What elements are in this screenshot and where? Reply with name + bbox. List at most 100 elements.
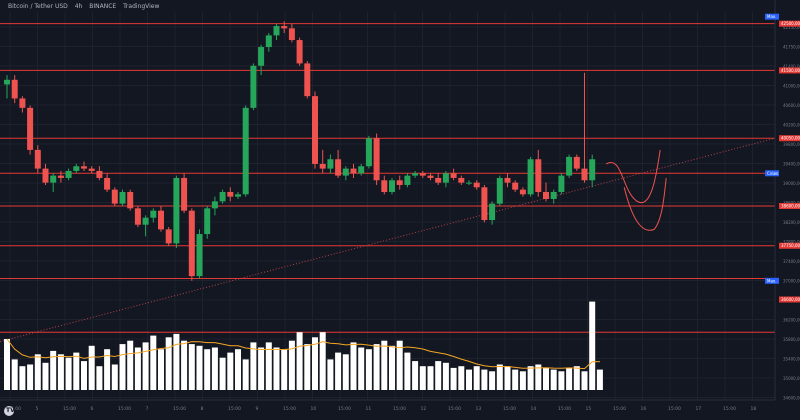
candle (104, 177, 111, 190)
volume-bar (73, 352, 80, 390)
time-tick-label: 15:00 (393, 406, 406, 412)
price-tick-label: 41750,00 (783, 45, 800, 50)
candle (288, 28, 295, 41)
candle (242, 107, 249, 195)
candle (258, 47, 265, 66)
volume-bar (519, 371, 526, 390)
candle (42, 168, 49, 183)
volume-bar (435, 361, 442, 390)
time-tick-label: 13 (476, 406, 482, 412)
trend-line (0, 137, 776, 343)
price-label-text: 36600,00 (781, 297, 800, 302)
volume-bar (104, 349, 111, 390)
candle (327, 159, 334, 169)
volume-bar (96, 366, 103, 390)
volume-bar (550, 369, 557, 390)
time-tick-label: 15:00 (283, 406, 296, 412)
candle (173, 177, 180, 244)
time-tick-label: 8 (201, 406, 204, 412)
volume-bar (265, 342, 272, 390)
volume-bar (288, 340, 295, 390)
candle (481, 187, 488, 221)
candle (19, 98, 26, 108)
time-tick-label: 14 (531, 406, 537, 412)
candle (473, 182, 480, 188)
candle (335, 159, 342, 176)
price-tick-label: 40200,00 (783, 123, 800, 128)
exchange-label: BINANCE (89, 3, 117, 10)
tradingview-logo-icon[interactable] (4, 406, 14, 416)
candle (450, 173, 457, 178)
volume-bar (196, 345, 203, 390)
time-tick-label: 15:00 (503, 406, 516, 412)
candle (204, 208, 211, 235)
time-tick-label: 10 (311, 406, 317, 412)
volume-bar (458, 366, 465, 390)
candle (219, 191, 226, 202)
axis-tag (765, 277, 779, 284)
price-label-box (779, 296, 800, 303)
candle (296, 40, 303, 64)
volume-bar (342, 354, 349, 390)
price-label-text: 37750,00 (781, 243, 800, 248)
volume-bar (211, 347, 218, 390)
volume-bar (111, 364, 118, 390)
candle (96, 170, 103, 178)
volume-bar (281, 349, 288, 390)
volume-bar (65, 357, 72, 390)
volume-bar (442, 362, 449, 390)
symbol-label[interactable]: Bitcoin / Tether USD (8, 3, 68, 10)
candle (543, 191, 549, 199)
volume-bar (142, 342, 149, 390)
volume-bar (596, 369, 603, 390)
candle (435, 177, 442, 183)
volume-bar (496, 364, 503, 390)
source-label: TradingView (123, 3, 160, 10)
volume-bar (273, 347, 280, 390)
volume-bar (57, 354, 64, 390)
candle (519, 189, 526, 195)
time-tick-label: 15:00 (338, 406, 351, 412)
candle (273, 26, 280, 36)
volume-bar (512, 369, 519, 390)
candle (573, 156, 580, 169)
candle (250, 65, 257, 108)
volume-bar (219, 357, 226, 390)
time-tick-label: 15:00 (63, 406, 76, 412)
time-tick-label: 15:00 (8, 406, 21, 412)
candle (50, 175, 57, 183)
volume-bar (466, 369, 472, 390)
volume-bar (42, 362, 49, 390)
volume-ma-line (6, 338, 600, 370)
time-tick-label: 16 (641, 406, 647, 412)
volume-bar (589, 301, 596, 390)
candle (88, 168, 95, 171)
candle (181, 177, 188, 211)
volume-bar (427, 366, 434, 390)
candle (396, 180, 403, 185)
projection-path-1 (605, 149, 661, 204)
candle (134, 208, 141, 225)
candle (312, 96, 318, 164)
volume-bar (312, 337, 318, 390)
candle (196, 234, 203, 277)
volume-bar (581, 371, 588, 390)
axis-tag (765, 170, 779, 177)
interval-label[interactable]: 4h (74, 3, 83, 10)
candle (11, 79, 18, 99)
volume-bar (188, 344, 195, 390)
candle (281, 26, 288, 29)
volume-bar (304, 344, 311, 390)
price-label-text: 40050,00 (781, 136, 800, 141)
candle (566, 156, 573, 176)
price-tick-label: 35000,00 (783, 376, 800, 381)
price-tick-label: 42150,00 (783, 25, 800, 30)
volume-bar (165, 337, 172, 390)
volume-bar (543, 367, 549, 390)
candle (504, 177, 511, 183)
volume-bar (258, 347, 265, 390)
volume-bar (535, 364, 542, 390)
candle (150, 210, 157, 218)
price-tick-label: 41400,00 (783, 64, 800, 69)
